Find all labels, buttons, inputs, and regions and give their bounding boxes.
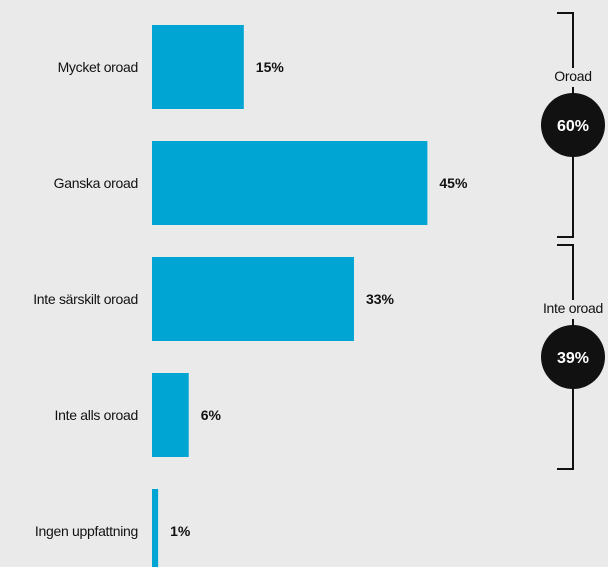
bar-mycket-oroad	[152, 25, 244, 109]
group-total-inte-oroad: 39%	[557, 350, 589, 367]
bar-ganska-oroad	[152, 141, 428, 225]
bar-inte-alls-oroad	[152, 373, 189, 457]
group-total-circle	[541, 325, 605, 389]
category-label-ganska-oroad: Ganska oroad	[54, 175, 138, 191]
bars-layer: Mycket oroad 15% Ganska oroad 45% Inte särsk…	[33, 25, 468, 567]
brackets-layer: Oroad 60% Inte oroad 39%	[541, 12, 605, 470]
category-label-ingen-uppfattning: Ingen uppfattning	[35, 523, 138, 539]
category-label-inte-sarskilt-oroad: Inte särskilt oroad	[33, 291, 138, 307]
bracket-top-line	[557, 12, 574, 68]
value-label-inte-sarskilt-oroad: 33%	[366, 291, 395, 307]
group-total-circle	[541, 93, 605, 157]
group-bracket-oroad: Oroad 60%	[541, 12, 605, 238]
bar-inte-sarskilt-oroad	[152, 257, 354, 341]
category-label-inte-alls-oroad: Inte alls oroad	[55, 407, 138, 423]
category-label-mycket-oroad: Mycket oroad	[58, 59, 138, 75]
value-label-mycket-oroad: 15%	[256, 59, 285, 75]
group-label-oroad: Oroad	[554, 68, 591, 84]
value-label-ingen-uppfattning: 1%	[170, 523, 191, 539]
bar-ingen-uppfattning	[152, 489, 159, 567]
value-label-inte-alls-oroad: 6%	[201, 407, 222, 423]
group-label-inte-oroad: Inte oroad	[543, 300, 603, 316]
group-total-oroad: 60%	[557, 118, 589, 135]
bracket-top-line	[557, 244, 574, 300]
value-label-ganska-oroad: 45%	[439, 175, 468, 191]
group-bracket-inte-oroad: Inte oroad 39%	[541, 244, 605, 470]
